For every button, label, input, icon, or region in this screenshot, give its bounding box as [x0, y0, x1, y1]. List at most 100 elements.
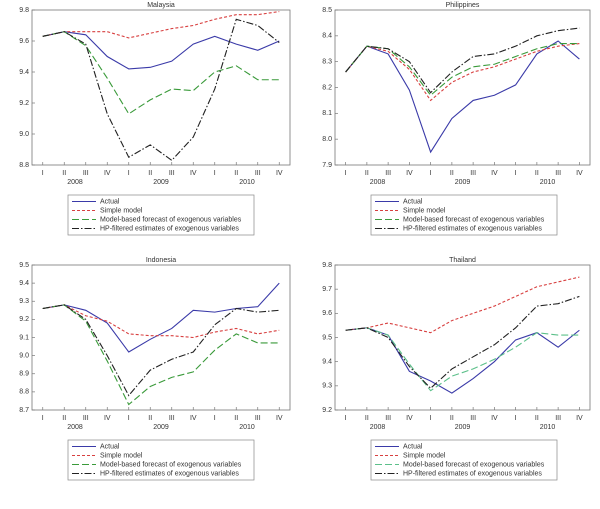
legend-box — [67, 439, 255, 481]
legend-label: Actual — [403, 443, 423, 450]
y-tick-label: 9.0 — [19, 352, 29, 359]
series-line — [345, 327, 580, 394]
x-tick-label: II — [535, 170, 539, 177]
x-tick-label: I — [430, 415, 432, 422]
year-label: 2010 — [540, 424, 556, 431]
y-tick-label: 8.8 — [19, 389, 29, 396]
year-label: 2008 — [370, 179, 386, 186]
y-tick-label: 8.3 — [322, 59, 332, 66]
y-tick-label: 9.6 — [322, 310, 332, 317]
y-tick-label: 9.2 — [19, 316, 29, 323]
x-tick-label: III — [555, 170, 561, 177]
legend-label: Simple model — [100, 452, 143, 459]
x-tick-label: IV — [491, 415, 498, 422]
y-tick-label: 7.9 — [322, 162, 332, 169]
y-tick-label: 9.5 — [19, 262, 29, 269]
series-line — [345, 40, 580, 154]
x-tick-label: II — [234, 170, 238, 177]
x-tick-label: IV — [276, 170, 283, 177]
x-tick-label: IV — [491, 170, 498, 177]
y-tick-label: 9.6 — [19, 38, 29, 45]
x-tick-label: I — [345, 170, 347, 177]
legend-label: Simple model — [403, 207, 446, 214]
year-label: 2009 — [455, 179, 471, 186]
legend-label: Actual — [100, 198, 120, 205]
legend-label: Model-based forecast of exogenous variab… — [100, 461, 242, 468]
y-tick-label: 8.0 — [322, 136, 332, 143]
y-tick-label: 9.7 — [322, 286, 332, 293]
x-tick-label: III — [470, 170, 476, 177]
legend-label: HP-filtered estimates of exogenous varia… — [100, 225, 239, 232]
x-tick-label: III — [385, 170, 391, 177]
legend-label: HP-filtered estimates of exogenous varia… — [403, 225, 542, 232]
x-tick-label: I — [128, 170, 130, 177]
y-tick-label: 9.0 — [19, 131, 29, 138]
x-tick-label: IV — [276, 415, 283, 422]
series-line — [42, 18, 280, 162]
y-tick-label: 8.7 — [19, 407, 29, 414]
legend-box — [67, 194, 255, 236]
y-tick-label: 9.4 — [322, 359, 332, 366]
legend-label: Simple model — [403, 452, 446, 459]
x-tick-label: II — [365, 415, 369, 422]
x-tick-label: I — [42, 170, 44, 177]
x-tick-label: IV — [576, 415, 583, 422]
legend-label: Actual — [100, 443, 120, 450]
legend-label: Model-based forecast of exogenous variab… — [100, 216, 242, 223]
x-tick-label: III — [255, 415, 261, 422]
y-tick-label: 9.2 — [322, 407, 332, 414]
series-line — [42, 31, 280, 115]
year-label: 2008 — [370, 424, 386, 431]
y-tick-label: 9.4 — [19, 280, 29, 287]
x-tick-label: I — [345, 415, 347, 422]
x-tick-label: I — [214, 415, 216, 422]
x-tick-label: III — [83, 170, 89, 177]
x-tick-label: III — [555, 415, 561, 422]
y-tick-label: 9.3 — [19, 298, 29, 305]
x-tick-label: III — [169, 170, 175, 177]
y-tick-label: 8.8 — [19, 162, 29, 169]
x-tick-label: I — [214, 170, 216, 177]
y-tick-label: 9.5 — [322, 334, 332, 341]
x-tick-label: III — [470, 415, 476, 422]
legend-label: Model-based forecast of exogenous variab… — [403, 461, 545, 468]
legend-label: Model-based forecast of exogenous variab… — [403, 216, 545, 223]
plot-frame — [31, 9, 291, 166]
x-tick-label: II — [535, 415, 539, 422]
x-tick-label: III — [83, 415, 89, 422]
year-label: 2010 — [239, 424, 255, 431]
chart-title: Indonesia — [146, 257, 176, 264]
x-tick-label: III — [255, 170, 261, 177]
legend-label: HP-filtered estimates of exogenous varia… — [100, 470, 239, 477]
series-line — [42, 31, 280, 70]
year-label: 2009 — [455, 424, 471, 431]
series-line — [345, 295, 580, 390]
series-line — [42, 11, 280, 39]
x-tick-label: III — [169, 415, 175, 422]
y-tick-label: 9.8 — [322, 262, 332, 269]
x-tick-label: II — [450, 415, 454, 422]
x-tick-label: II — [62, 170, 66, 177]
year-label: 2008 — [67, 424, 83, 431]
x-tick-label: IV — [406, 415, 413, 422]
y-tick-label: 8.1 — [322, 110, 332, 117]
plot-frame — [31, 264, 291, 411]
legend-label: Simple model — [100, 207, 143, 214]
x-tick-label: II — [148, 170, 152, 177]
year-label: 2010 — [540, 179, 556, 186]
series-line — [42, 282, 280, 353]
x-tick-label: IV — [406, 170, 413, 177]
x-tick-label: II — [62, 415, 66, 422]
x-tick-label: I — [515, 415, 517, 422]
legend-box — [370, 194, 558, 236]
legend-label: Actual — [403, 198, 423, 205]
x-tick-label: II — [365, 170, 369, 177]
y-tick-label: 8.9 — [19, 371, 29, 378]
plot-frame — [334, 9, 591, 166]
x-tick-label: IV — [576, 170, 583, 177]
x-tick-label: I — [430, 170, 432, 177]
y-tick-label: 9.1 — [19, 334, 29, 341]
x-tick-label: I — [42, 415, 44, 422]
series-line — [42, 304, 280, 339]
x-tick-label: III — [385, 415, 391, 422]
